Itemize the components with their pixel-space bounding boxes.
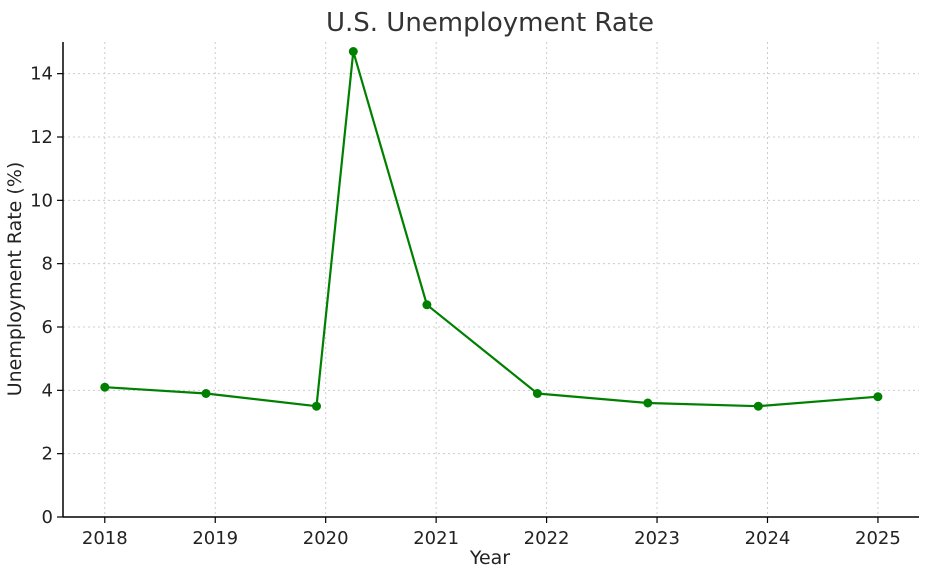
y-tick-label: 10 <box>30 190 53 211</box>
series-line <box>104 50 878 408</box>
x-tick-label: 2019 <box>192 528 238 549</box>
data-point <box>643 398 653 408</box>
data-point <box>753 401 763 411</box>
x-tick-label: 2021 <box>413 528 459 549</box>
y-axis-ticks: 0 2 4 6 8 10 12 14 <box>30 64 63 528</box>
x-tick-label: 2020 <box>303 528 349 549</box>
y-tick-label: 12 <box>30 127 53 148</box>
data-point <box>873 392 883 402</box>
data-point <box>201 389 211 398</box>
y-tick-label: 0 <box>42 507 53 528</box>
y-tick-label: 6 <box>42 317 53 338</box>
axes <box>62 42 919 518</box>
data-point <box>532 389 542 398</box>
x-tick-label: 2023 <box>634 528 680 549</box>
x-axis-label: Year <box>469 547 510 569</box>
x-tick-label: 2024 <box>745 528 791 549</box>
y-tick-label: 8 <box>42 254 53 275</box>
data-point <box>348 47 358 56</box>
chart-title: U.S. Unemployment Rate <box>326 8 654 38</box>
y-tick-label: 2 <box>42 444 53 465</box>
grid <box>63 42 919 518</box>
y-tick-label: 14 <box>30 64 53 85</box>
data-point <box>422 300 432 310</box>
series-layer <box>100 47 883 411</box>
data-point <box>100 382 110 392</box>
y-axis-label: Unemployment Rate (%) <box>4 162 26 397</box>
x-axis-ticks: 2018 2019 2020 2021 2022 2023 2024 2025 <box>82 517 901 549</box>
x-tick-label: 2022 <box>524 528 570 549</box>
y-tick-label: 4 <box>42 380 53 401</box>
x-tick-label: 2025 <box>855 528 901 549</box>
x-tick-label: 2018 <box>82 528 128 549</box>
data-point <box>312 401 321 411</box>
